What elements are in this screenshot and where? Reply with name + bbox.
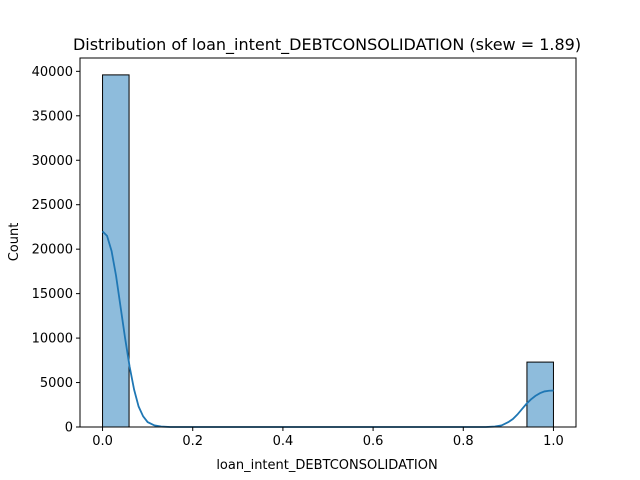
x-tick-label: 0.2 [182, 434, 203, 449]
y-tick-label: 5000 [40, 376, 73, 391]
x-tick-label: 0.6 [363, 434, 384, 449]
x-tick-label: 0.0 [92, 434, 113, 449]
y-tick-label: 25000 [32, 198, 73, 213]
plot-frame [79, 57, 577, 428]
histogram-bar [526, 361, 554, 428]
histogram-bar [102, 74, 130, 428]
y-tick-label: 15000 [32, 287, 73, 302]
chart-title: Distribution of loan_intent_DEBTCONSOLID… [73, 35, 581, 55]
y-tick-label: 0 [65, 421, 73, 436]
x-axis-ticks: 0.0 0.2 0.4 0.6 0.8 1.0 [92, 427, 564, 449]
y-tick-label: 40000 [32, 65, 73, 80]
x-tick-label: 0.4 [273, 434, 294, 449]
y-tick-label: 35000 [32, 109, 73, 124]
y-axis-label: Count [7, 223, 22, 262]
axes [79, 57, 577, 428]
y-tick-label: 20000 [32, 243, 73, 258]
y-tick-label: 30000 [32, 154, 73, 169]
x-tick-label: 1.0 [543, 434, 564, 449]
histogram-bars [102, 74, 554, 428]
y-tick-label: 10000 [32, 332, 73, 347]
kde-curve [101, 230, 554, 428]
y-axis-ticks: 0 5000 10000 15000 20000 25000 30000 35000 40000 [32, 65, 80, 436]
x-tick-label: 0.8 [453, 434, 474, 449]
x-axis-label: loan_intent_DEBTCONSOLIDATION [216, 458, 437, 473]
